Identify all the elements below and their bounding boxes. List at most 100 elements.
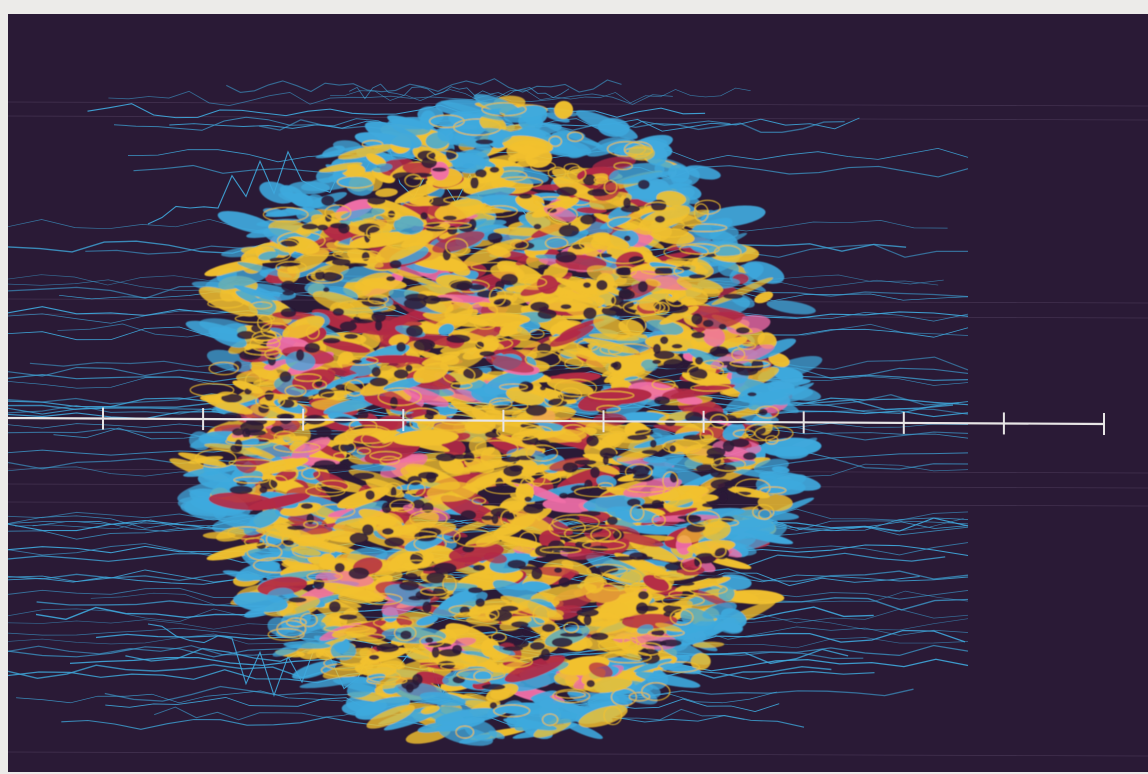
gap — [583, 307, 597, 320]
gap — [476, 290, 498, 298]
blob — [438, 323, 455, 336]
blob — [436, 294, 494, 304]
contour-ring — [493, 704, 531, 718]
blob — [372, 163, 393, 173]
blob — [754, 291, 774, 304]
contour-ring — [530, 468, 546, 487]
contour-ring — [366, 676, 408, 685]
gap — [405, 364, 413, 372]
gap — [392, 172, 417, 181]
gap — [367, 196, 386, 205]
gap — [300, 503, 313, 509]
gap — [462, 545, 475, 553]
blob — [458, 734, 491, 744]
blob — [621, 411, 667, 423]
blob — [481, 335, 499, 353]
contour-ring — [701, 359, 724, 370]
contour-ring — [299, 612, 318, 628]
contour-ring — [488, 399, 529, 413]
gap — [233, 360, 242, 370]
blob — [376, 654, 406, 670]
contour-ring — [644, 201, 671, 212]
contour-ring — [558, 387, 583, 403]
gap — [537, 309, 557, 320]
contour-ring — [456, 668, 506, 681]
gap — [279, 371, 292, 383]
blob — [448, 127, 513, 148]
contour-ring — [567, 131, 584, 142]
gap — [489, 702, 498, 709]
contour-ring — [603, 179, 618, 195]
contour-ring — [305, 325, 320, 340]
contour-line — [108, 90, 673, 107]
gap — [495, 280, 505, 291]
contour-ring — [323, 655, 371, 671]
contour-ring — [607, 216, 643, 231]
contour-ring — [269, 475, 289, 491]
blob — [676, 276, 724, 294]
blob — [502, 135, 553, 155]
blob — [702, 602, 737, 619]
blob — [700, 205, 766, 228]
gap — [554, 567, 563, 573]
gap — [654, 215, 666, 223]
contour-ring — [628, 691, 651, 702]
contour-ring — [260, 322, 290, 338]
contour-ring — [687, 364, 725, 380]
contour-ring — [262, 206, 309, 223]
blob — [384, 584, 431, 607]
blob — [419, 692, 466, 707]
contour-ring — [587, 390, 635, 401]
gap — [317, 224, 329, 231]
contour-ring — [596, 292, 616, 309]
gap — [676, 266, 691, 271]
contour-ring — [272, 464, 309, 472]
contour-ring — [244, 346, 282, 356]
blob — [450, 263, 471, 276]
contour-ring — [445, 238, 469, 256]
gap — [751, 359, 764, 372]
blob — [757, 332, 777, 349]
gap — [530, 301, 550, 312]
gap — [618, 288, 632, 299]
contour-ring — [315, 503, 356, 519]
scan-line — [8, 115, 1148, 121]
blob — [279, 185, 305, 202]
gap — [511, 621, 529, 628]
contour-ring — [600, 582, 632, 592]
contour-ring — [393, 624, 417, 642]
contour-ring — [407, 480, 426, 497]
gap — [531, 567, 543, 580]
gap — [735, 327, 750, 334]
gap — [280, 308, 297, 318]
blob — [650, 227, 695, 245]
contour-ring — [603, 706, 623, 726]
gap — [389, 396, 398, 409]
blob — [490, 687, 511, 700]
gap — [688, 274, 706, 280]
blob — [719, 621, 743, 633]
blob — [396, 615, 413, 627]
contour-ring — [576, 339, 600, 352]
contour-ring — [442, 575, 457, 594]
blob — [426, 481, 477, 502]
contour-ring — [491, 632, 507, 643]
contour-ring — [344, 425, 393, 444]
contour-line — [8, 525, 969, 540]
gap — [418, 471, 439, 480]
gap — [469, 284, 486, 291]
contour-ring — [413, 535, 447, 552]
contour-ring — [344, 379, 365, 397]
contour-ring — [336, 175, 375, 189]
scan-line — [8, 751, 1148, 757]
contour-ring — [586, 563, 628, 577]
blob — [503, 718, 557, 731]
blob — [275, 470, 297, 482]
gap — [232, 428, 245, 436]
contour-ring — [690, 384, 732, 392]
contour-ring — [320, 391, 348, 400]
contour-ring — [544, 236, 569, 250]
contour-ring — [300, 248, 344, 257]
gap — [296, 349, 305, 361]
gap — [652, 359, 662, 364]
